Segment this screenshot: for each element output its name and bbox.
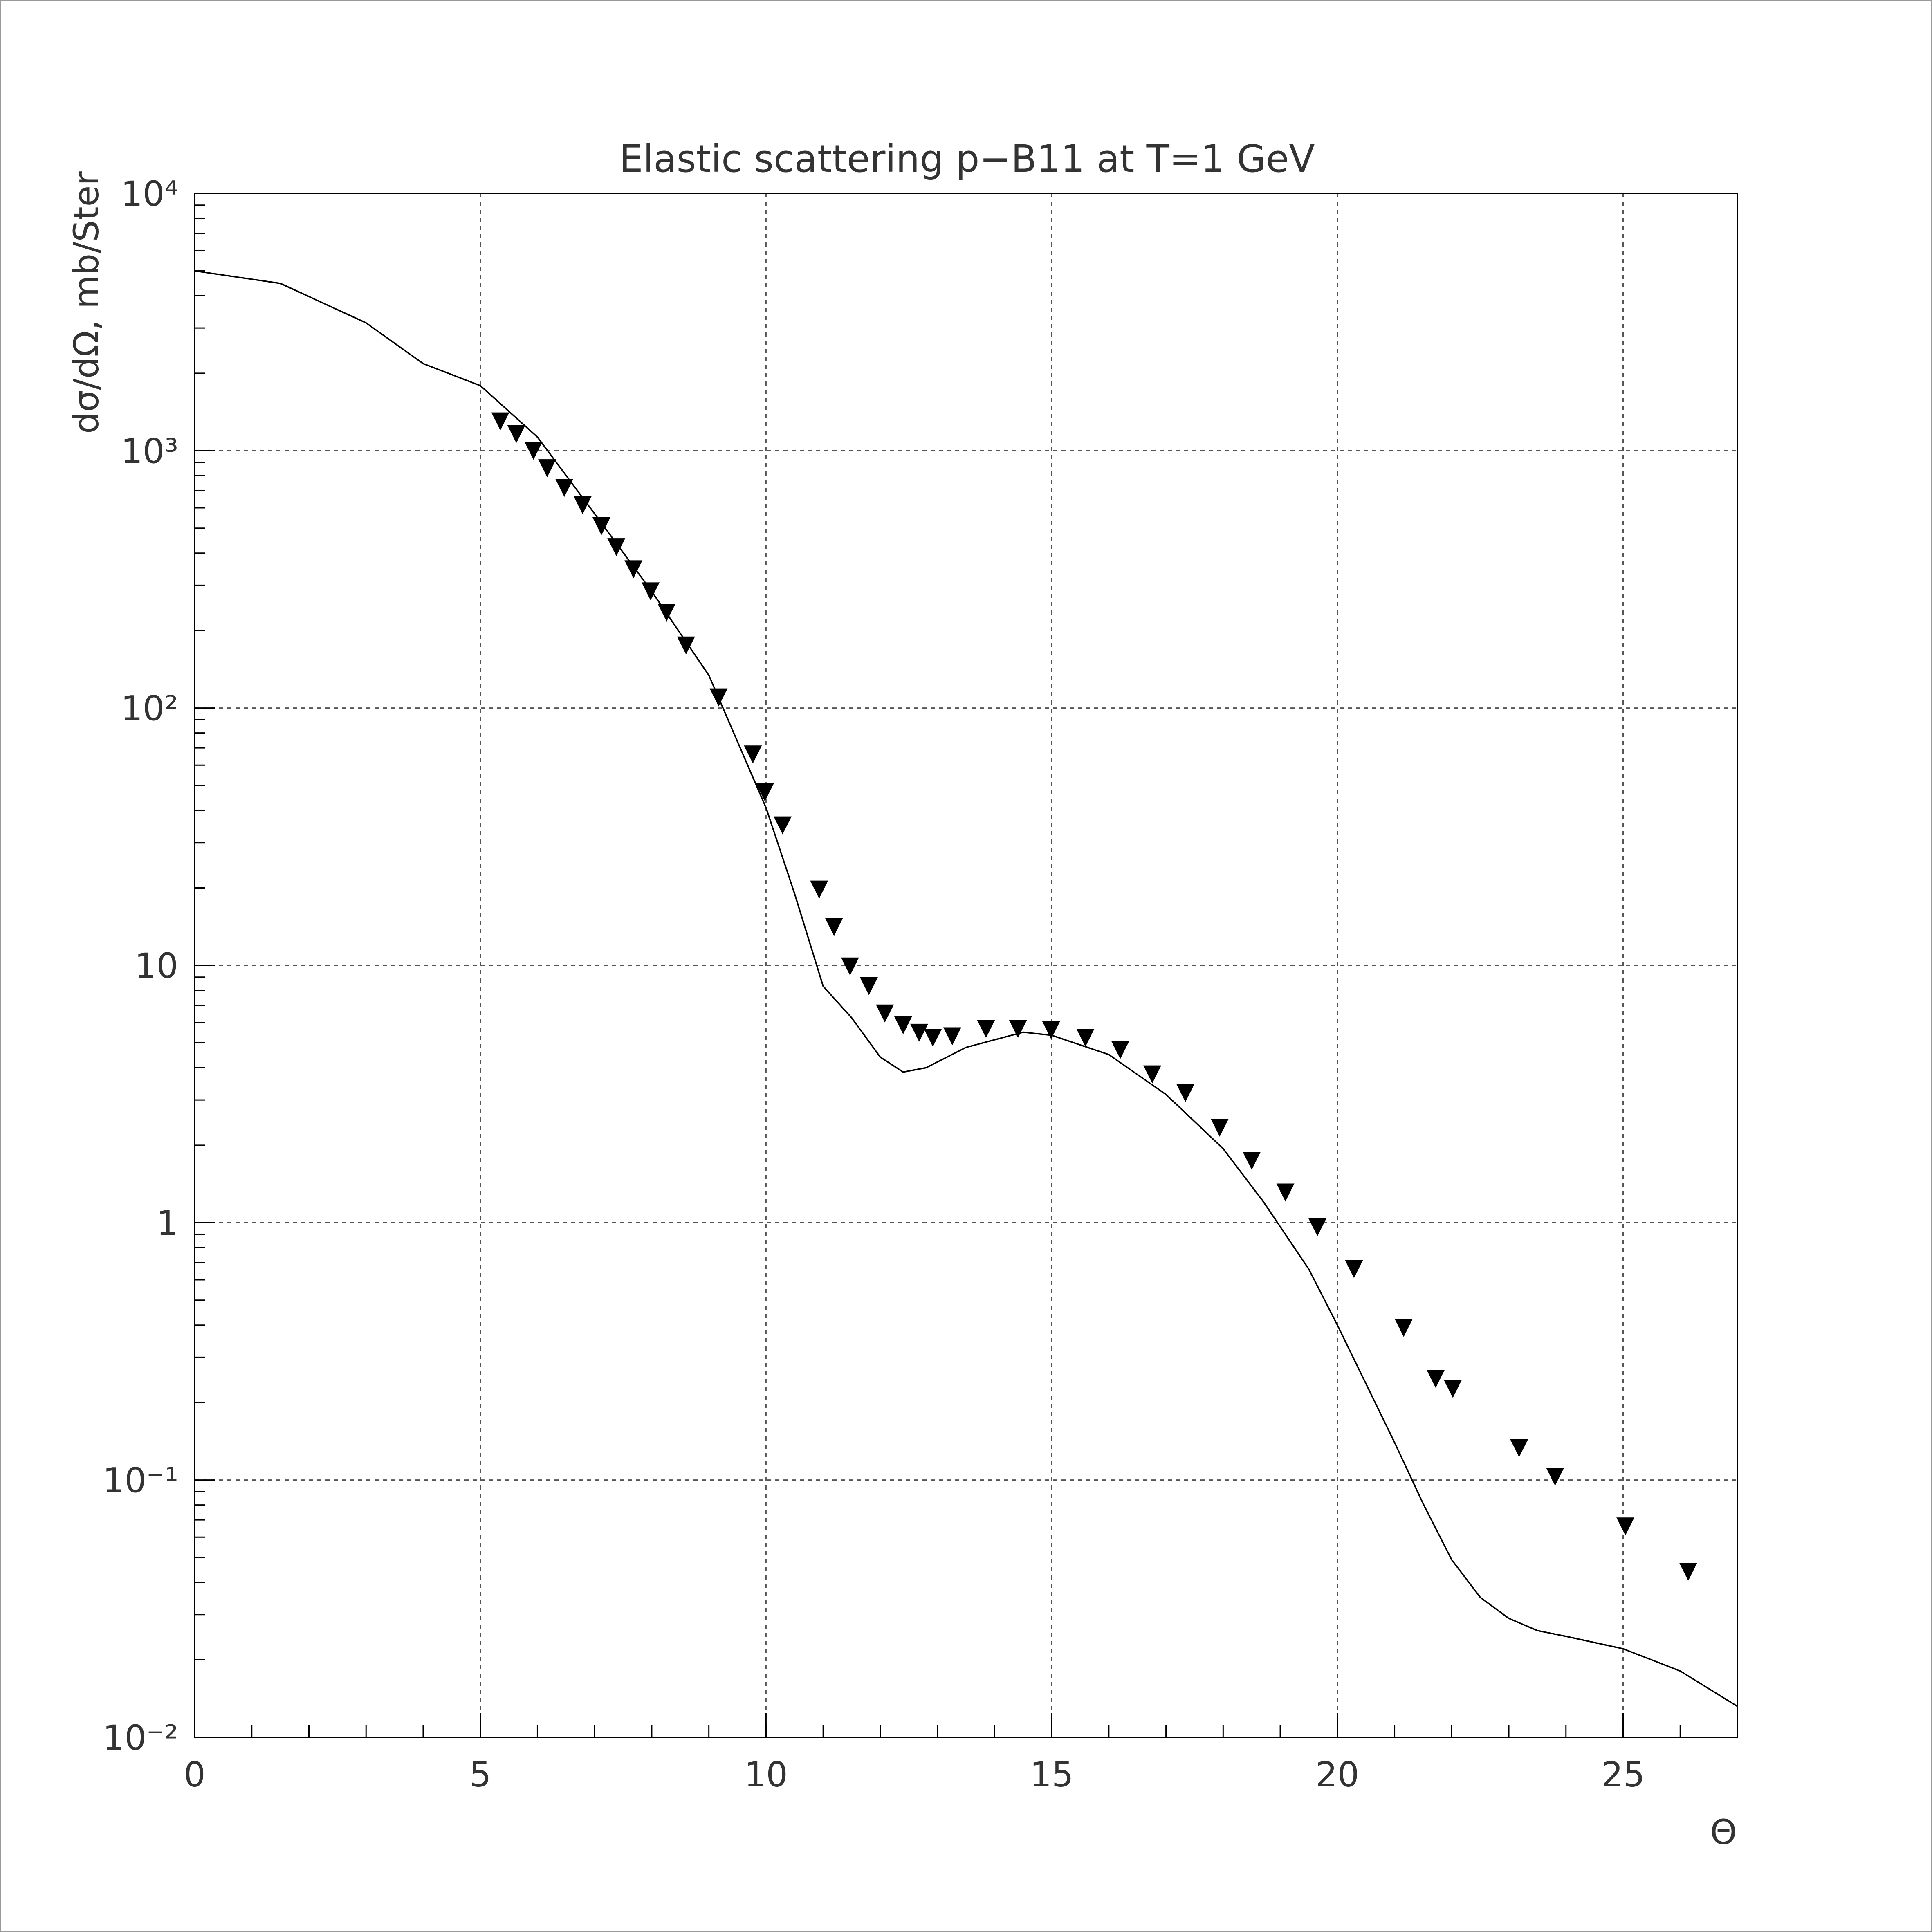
data-point	[876, 1004, 894, 1023]
chart-title: Elastic scattering p−B11 at T=1 GeV	[619, 137, 1315, 181]
data-point	[977, 1020, 995, 1038]
data-point	[1444, 1380, 1462, 1398]
data-point	[1510, 1439, 1528, 1457]
data-point	[924, 1029, 942, 1047]
data-point	[1616, 1517, 1635, 1536]
data-point	[677, 636, 695, 655]
data-point	[1394, 1319, 1413, 1337]
y-tick-label: 10³	[121, 431, 178, 471]
y-axis-label: dσ/dΩ, mb/Ster	[66, 171, 106, 434]
data-point	[1427, 1370, 1445, 1388]
plot-frame	[194, 193, 1738, 1738]
data-point	[841, 957, 859, 976]
data-point	[859, 977, 878, 995]
data-point	[524, 442, 543, 460]
data-point	[1210, 1118, 1229, 1137]
data-point	[1679, 1563, 1697, 1581]
x-tick-label: 20	[1315, 1755, 1359, 1795]
data-point	[1276, 1183, 1295, 1202]
x-tick-label: 15	[1030, 1755, 1074, 1795]
data-point	[642, 582, 660, 601]
data-point	[507, 425, 525, 443]
data-point	[910, 1023, 928, 1042]
x-tick-label: 0	[184, 1755, 205, 1795]
y-tick-label: 10²	[121, 689, 178, 729]
data-point	[1111, 1041, 1129, 1059]
data-point	[1243, 1151, 1261, 1170]
data-point	[538, 459, 556, 478]
y-tick-label: 10⁻¹	[103, 1461, 178, 1501]
data-point	[1176, 1084, 1195, 1102]
x-axis-label: Θ	[1710, 1812, 1737, 1852]
data-point	[607, 538, 626, 556]
data-point	[624, 560, 643, 579]
data-point	[1076, 1029, 1095, 1047]
x-tick-label: 10	[744, 1755, 788, 1795]
data-point	[657, 604, 676, 622]
x-tick-label: 5	[469, 1755, 491, 1795]
data-point	[810, 880, 828, 899]
data-point	[1345, 1260, 1363, 1278]
y-tick-label: 10⁴	[121, 174, 178, 214]
data-point	[1546, 1468, 1564, 1486]
data-point	[943, 1027, 961, 1046]
data-point	[491, 412, 509, 431]
y-tick-label: 10	[135, 946, 178, 986]
data-point	[555, 479, 574, 497]
data-point	[894, 1016, 912, 1034]
y-tick-label: 1	[157, 1203, 178, 1243]
data-point	[773, 816, 792, 835]
data-point	[1009, 1020, 1027, 1038]
data-point	[744, 745, 762, 764]
y-tick-label: 10⁻²	[103, 1718, 178, 1758]
data-point	[1308, 1218, 1326, 1236]
data-point	[1143, 1065, 1162, 1084]
data-point	[825, 918, 843, 936]
data-point	[1042, 1021, 1060, 1039]
curve	[194, 270, 1738, 1707]
data-point	[573, 496, 592, 514]
data-point	[756, 783, 774, 802]
data-point	[592, 517, 610, 535]
x-tick-label: 25	[1601, 1755, 1645, 1795]
data-point	[709, 688, 728, 707]
